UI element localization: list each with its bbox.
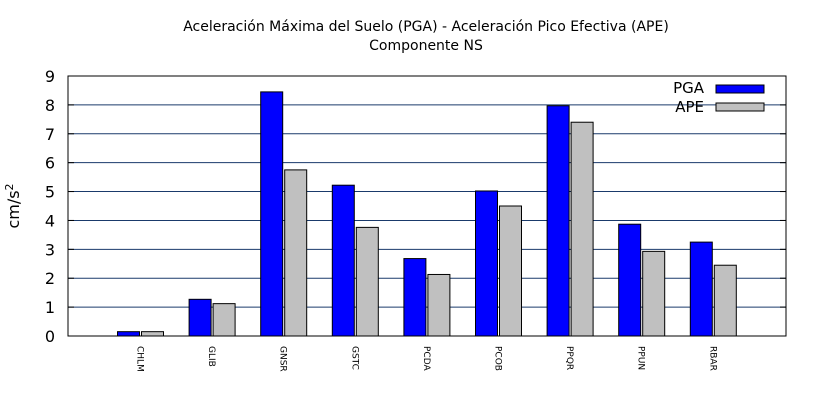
x-category-label: GLIB: [206, 346, 216, 367]
y-tick-label: 5: [45, 183, 55, 202]
grid-lines: [68, 104, 786, 308]
y-axis-label: cm/s2: [3, 183, 23, 228]
bar-pga-glib: [188, 298, 212, 337]
bar-pga-ppun: [618, 223, 642, 337]
bar-ape-gnsr: [284, 169, 308, 337]
y-tick-labels: 0 1 2 3 4 5 6 7 8 9: [45, 67, 786, 346]
bar-ape-rbar: [713, 264, 737, 337]
legend: PGA APE: [673, 79, 765, 116]
x-category-label: GNSR: [278, 346, 288, 372]
bar-pga-gnsr: [260, 91, 284, 337]
bar-series: [117, 91, 737, 337]
bar-pga-ppqr: [546, 105, 570, 337]
bar-ape-ppqr: [570, 121, 594, 337]
bar-pga-rbar: [689, 241, 713, 337]
y-tick-label: 0: [45, 327, 55, 346]
x-category-label: GSTC: [349, 346, 359, 370]
bar-ape-ppun: [642, 250, 666, 337]
bar-pga-gstc: [331, 184, 355, 337]
bar-ape-glib: [212, 303, 236, 337]
chart-subtitle: Componente NS: [369, 38, 483, 54]
x-category-label: CHLM: [135, 346, 145, 372]
x-category-label: RBAR: [707, 346, 717, 371]
legend-swatch-pga: [715, 84, 765, 94]
x-category-labels: CHLM GLIB GNSR GSTC PCDA PCOB PPQR PPUN RBAR: [135, 346, 718, 372]
y-tick-label: 6: [45, 154, 55, 173]
legend-label-pga: PGA: [673, 79, 705, 97]
chart-title: Aceleración Máxima del Suelo (PGA) - Ace…: [183, 19, 669, 35]
bar-ape-pcob: [499, 205, 522, 337]
legend-label-ape: APE: [675, 98, 704, 116]
bar-pga-chlm: [117, 331, 140, 337]
y-tick-label: 1: [45, 298, 55, 317]
bar-ape-chlm: [141, 331, 164, 337]
bar-pga-pcob: [475, 190, 498, 337]
y-tick-label: 4: [45, 211, 55, 230]
bar-ape-pcda: [427, 273, 451, 337]
y-tick-label: 8: [45, 96, 55, 115]
plot-frame: [67, 75, 787, 337]
y-tick-label: 7: [45, 125, 55, 144]
bar-ape-gstc: [355, 226, 379, 337]
x-category-label: PPUN: [636, 346, 646, 370]
x-category-label: PCOB: [493, 346, 503, 371]
x-category-label: PPQR: [564, 346, 574, 370]
y-tick-label: 9: [45, 67, 55, 86]
y-tick-label: 2: [45, 269, 55, 288]
x-category-label: PCDA: [421, 346, 431, 371]
legend-swatch-ape: [715, 102, 765, 112]
bar-pga-pcda: [403, 258, 427, 337]
y-tick-label: 3: [45, 240, 55, 259]
